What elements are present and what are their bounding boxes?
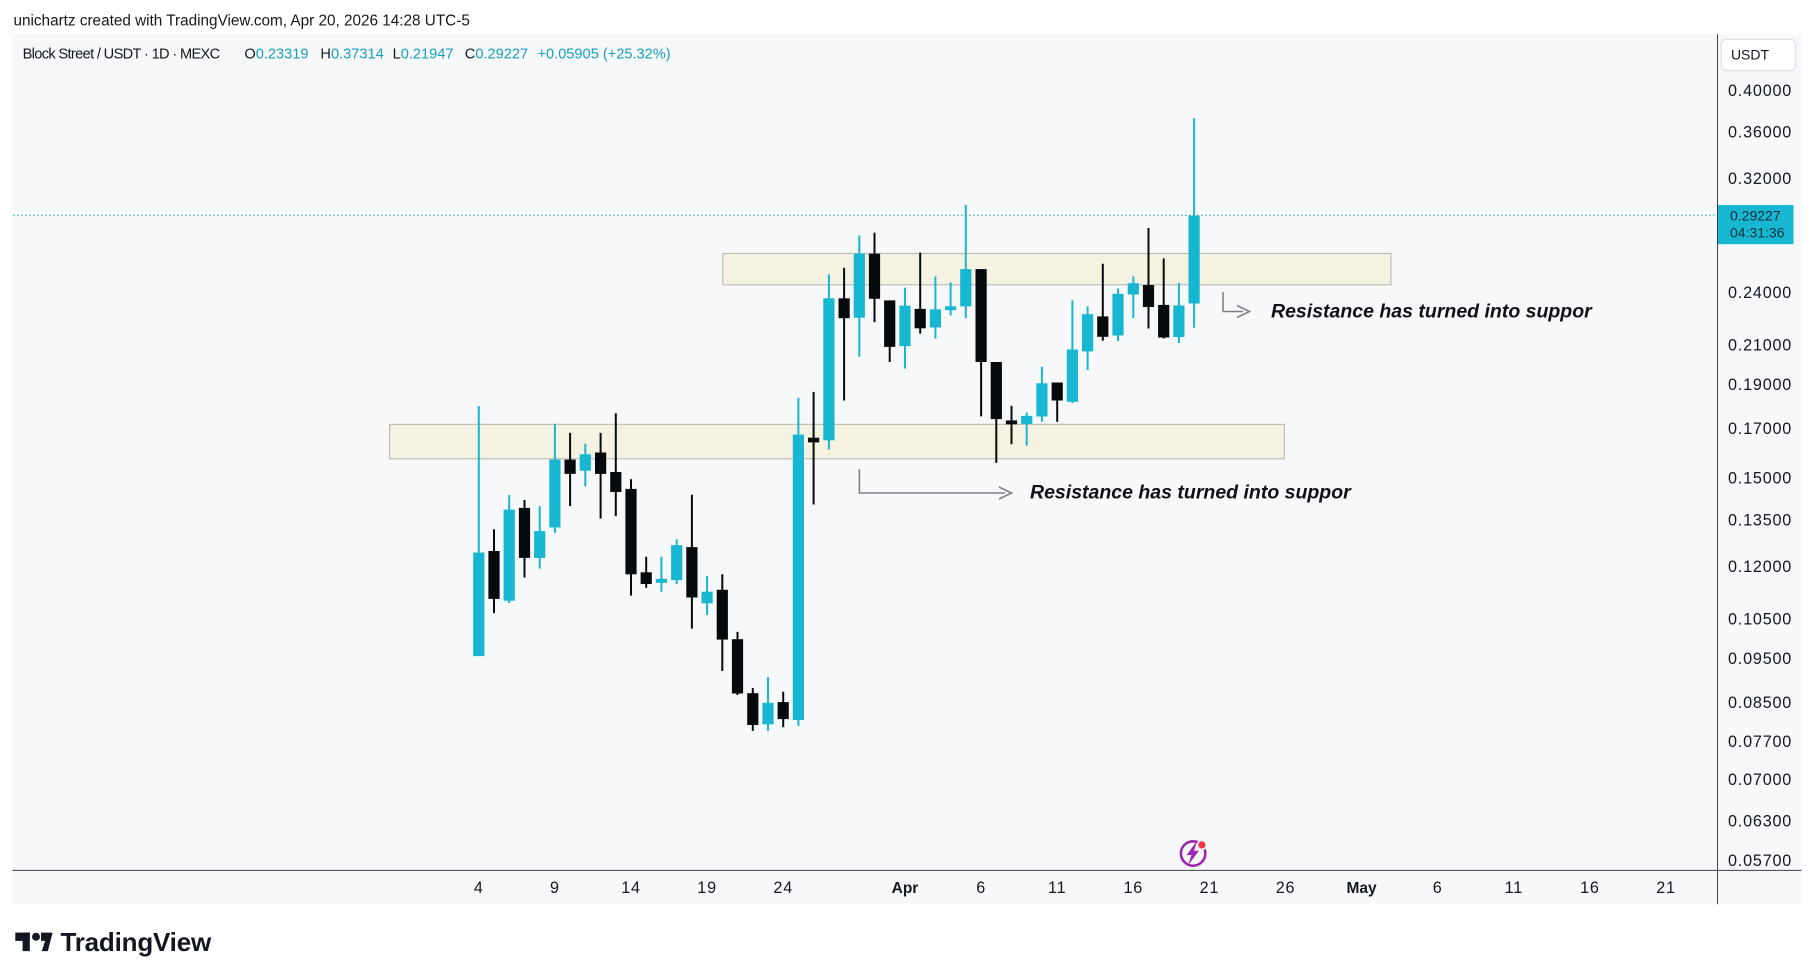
svg-text:O0.23319: O0.23319 — [244, 47, 308, 63]
svg-text:TradingView: TradingView — [61, 927, 212, 957]
svg-text:16: 16 — [1123, 879, 1143, 897]
svg-text:0.13500: 0.13500 — [1728, 511, 1792, 529]
svg-text:0.29227: 0.29227 — [1730, 208, 1781, 224]
svg-text:0.32000: 0.32000 — [1728, 170, 1792, 188]
svg-text:0.07700: 0.07700 — [1728, 733, 1792, 751]
svg-text:0.36000: 0.36000 — [1728, 124, 1792, 142]
svg-text:+0.05905 (+25.32%): +0.05905 (+25.32%) — [538, 47, 671, 63]
svg-text:0.09500: 0.09500 — [1728, 650, 1792, 668]
svg-text:6: 6 — [1433, 879, 1443, 897]
svg-text:21: 21 — [1200, 879, 1220, 897]
svg-text:Resistance has turned into sup: Resistance has turned into suppor — [1030, 481, 1352, 503]
svg-text:Block Street / USDT · 1D · MEX: Block Street / USDT · 1D · MEXC — [23, 47, 220, 63]
svg-text:0.21000: 0.21000 — [1728, 337, 1792, 355]
svg-text:May: May — [1347, 880, 1378, 897]
svg-text:0.06300: 0.06300 — [1728, 813, 1792, 831]
svg-text:0.10500: 0.10500 — [1728, 611, 1792, 629]
svg-text:19: 19 — [697, 879, 717, 897]
svg-text:26: 26 — [1276, 879, 1296, 897]
svg-text:16: 16 — [1580, 879, 1600, 897]
svg-text:9: 9 — [550, 879, 560, 897]
svg-text:24: 24 — [773, 879, 793, 897]
svg-text:0.15000: 0.15000 — [1728, 470, 1792, 488]
svg-text:0.19000: 0.19000 — [1728, 376, 1792, 394]
svg-text:0.08500: 0.08500 — [1728, 694, 1792, 712]
svg-text:0.12000: 0.12000 — [1728, 558, 1792, 576]
svg-text:C0.29227: C0.29227 — [465, 47, 528, 63]
svg-text:0.40000: 0.40000 — [1728, 82, 1792, 100]
svg-text:Apr: Apr — [892, 880, 919, 897]
svg-text:14: 14 — [621, 879, 641, 897]
svg-text:L0.21947: L0.21947 — [393, 47, 454, 63]
svg-text:H0.37314: H0.37314 — [320, 47, 383, 63]
svg-text:USDT: USDT — [1731, 47, 1770, 63]
svg-text:0.07000: 0.07000 — [1728, 771, 1792, 789]
svg-text:0.17000: 0.17000 — [1728, 420, 1792, 438]
svg-text:unichartz created with Trading: unichartz created with TradingView.com, … — [14, 13, 470, 30]
svg-text:0.05700: 0.05700 — [1728, 852, 1792, 870]
svg-text:Resistance has turned into sup: Resistance has turned into suppor — [1271, 300, 1593, 322]
svg-text:11: 11 — [1505, 879, 1523, 897]
svg-text:21: 21 — [1656, 879, 1676, 897]
svg-text:4: 4 — [474, 879, 484, 897]
svg-text:11: 11 — [1048, 879, 1066, 897]
svg-text:04:31:36: 04:31:36 — [1730, 225, 1785, 241]
svg-text:6: 6 — [976, 879, 986, 897]
svg-text:0.24000: 0.24000 — [1728, 284, 1792, 302]
